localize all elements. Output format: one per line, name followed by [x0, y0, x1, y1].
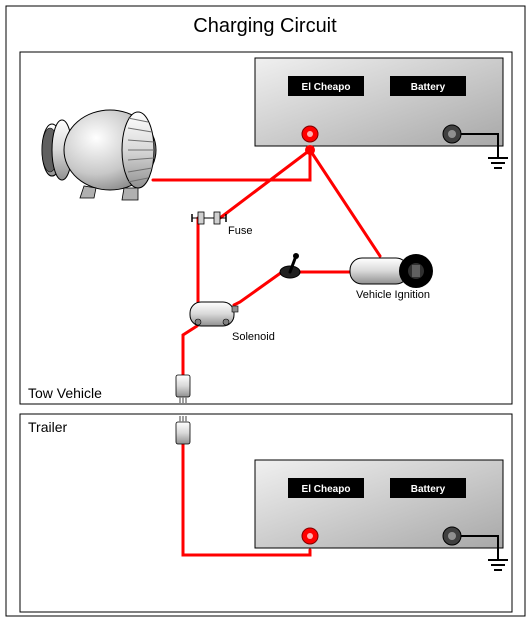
toggle-switch [280, 253, 300, 278]
diagram-svg: Charging Circuit Tow Vehicle Trailer [0, 0, 531, 622]
junction-node [305, 145, 315, 155]
battery-bottom-brand: El Cheapo [302, 484, 351, 495]
diagram-title: Charging Circuit [193, 15, 337, 37]
alternator [42, 110, 156, 200]
fuse-label: Fuse [228, 225, 252, 237]
solenoid-label: Solenoid [232, 331, 275, 343]
solenoid: Solenoid [190, 302, 275, 343]
battery-top-word: Battery [411, 82, 446, 93]
vehicle-ignition-label: Vehicle Ignition [356, 289, 430, 301]
tow-vehicle-label: Tow Vehicle [28, 385, 102, 401]
vehicle-ignition: Vehicle Ignition [350, 254, 433, 301]
battery-bottom-word: Battery [411, 484, 446, 495]
trailer-label: Trailer [28, 419, 67, 435]
connector-plug-bottom [176, 416, 190, 444]
diagram-frame: Charging Circuit Tow Vehicle Trailer [0, 0, 531, 622]
connector-plug-top [176, 375, 190, 404]
battery-top: El Cheapo Battery [255, 58, 508, 168]
battery-top-brand: El Cheapo [302, 82, 351, 93]
